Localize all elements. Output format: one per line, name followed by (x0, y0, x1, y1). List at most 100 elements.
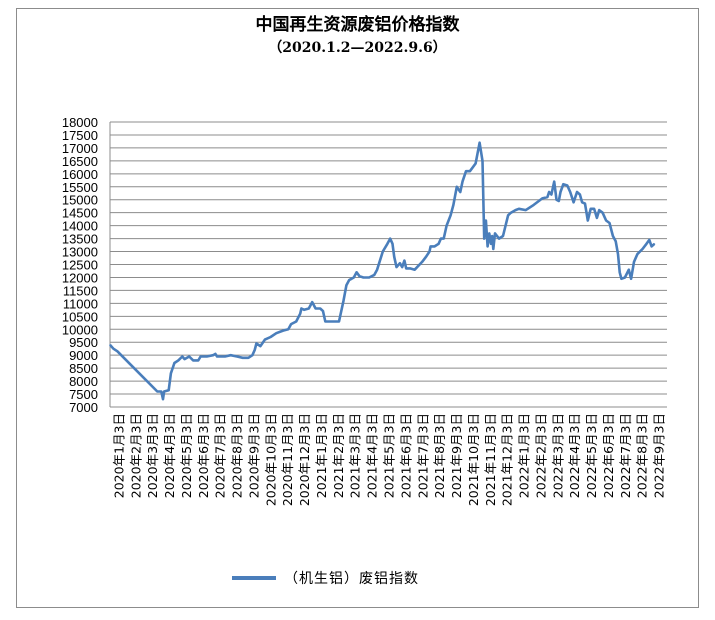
data-point (498, 238, 500, 240)
data-point (177, 359, 179, 361)
data-point (558, 200, 560, 202)
x-tick-label: 2021年11月3日 (483, 413, 498, 506)
data-point (469, 170, 471, 172)
data-point (434, 245, 436, 247)
data-point (160, 390, 162, 393)
y-tick-label: 17000 (62, 141, 98, 156)
y-tick-label: 15500 (62, 180, 98, 195)
data-point (573, 201, 575, 203)
data-point (641, 248, 644, 250)
data-point (548, 191, 550, 193)
data-point (502, 235, 504, 237)
data-point (319, 307, 321, 310)
y-tick-label: 14500 (62, 206, 98, 221)
y-tick-label: 11000 (63, 296, 98, 311)
y-tick-label: 13000 (62, 245, 98, 260)
chart-frame (16, 8, 699, 608)
chart-title: 中国再生资源废铝价格指数 (255, 15, 460, 35)
data-point (401, 266, 403, 268)
x-tick-label: 2021年10月3日 (466, 413, 481, 506)
data-point (224, 355, 226, 358)
data-point (216, 355, 218, 358)
data-point (452, 204, 454, 206)
data-point (566, 184, 568, 187)
data-point (630, 278, 632, 280)
data-point (322, 310, 324, 312)
data-point (507, 214, 509, 216)
data-point (414, 269, 416, 271)
data-point (295, 320, 297, 323)
x-tick-label: 2021年6月3日 (398, 413, 413, 498)
data-point (491, 235, 493, 237)
data-point (628, 269, 630, 271)
data-point (308, 307, 310, 310)
data-point (481, 160, 484, 162)
data-point (287, 328, 289, 330)
data-point (510, 212, 512, 214)
data-point (162, 398, 164, 400)
data-point (395, 266, 398, 268)
data-point (479, 142, 481, 144)
data-point (254, 349, 256, 351)
data-point (353, 276, 355, 279)
y-tick-label: 9500 (69, 335, 98, 350)
data-point (275, 332, 277, 334)
data-point (488, 232, 490, 234)
x-tick-label: 2022年4月3日 (567, 413, 582, 498)
data-point (514, 209, 517, 211)
data-point (581, 201, 583, 203)
y-tick-label: 16500 (62, 154, 98, 169)
data-point (579, 193, 581, 196)
data-point (475, 162, 477, 165)
data-point (602, 212, 604, 214)
y-tick-label: 9000 (69, 348, 98, 363)
data-point (386, 243, 388, 245)
data-point (112, 348, 114, 350)
x-tick-label: 2020年7月3日 (213, 413, 228, 498)
data-point (242, 357, 244, 359)
x-tick-label: 2021年4月3日 (365, 413, 380, 498)
data-point (615, 240, 617, 242)
data-point (350, 278, 353, 280)
data-point (584, 203, 586, 205)
data-point (483, 238, 485, 240)
data-point (338, 320, 340, 323)
data-point (247, 357, 249, 359)
data-point (197, 359, 199, 361)
data-point (612, 235, 614, 237)
data-point (334, 320, 337, 323)
data-point (440, 238, 442, 240)
data-point (251, 354, 253, 356)
data-point (109, 344, 111, 346)
x-tick-label: 2020年2月3日 (128, 413, 143, 498)
data-point (382, 250, 384, 253)
data-point (590, 208, 592, 210)
data-point (608, 222, 611, 224)
data-point (168, 389, 170, 391)
x-tick-label: 2022年2月3日 (533, 413, 548, 498)
data-point (562, 183, 564, 185)
data-point (315, 307, 317, 310)
data-point (633, 261, 635, 263)
data-point (192, 359, 194, 361)
data-point (116, 350, 118, 352)
data-point (619, 271, 621, 273)
x-tick-label: 2022年9月3日 (652, 413, 667, 498)
x-tick-label: 2022年1月3日 (517, 413, 532, 498)
data-point (345, 284, 347, 286)
data-point (163, 390, 165, 393)
data-point (300, 307, 302, 310)
data-point (598, 209, 600, 211)
x-tick-label: 2022年7月3日 (618, 413, 633, 498)
y-tick-label: 7000 (69, 400, 98, 415)
data-point (342, 300, 345, 302)
data-point (494, 232, 496, 234)
data-point (389, 238, 391, 240)
data-point (214, 353, 216, 355)
data-point (446, 225, 448, 227)
data-point (405, 267, 407, 269)
data-point (282, 330, 284, 332)
data-point (555, 199, 558, 201)
x-tick-label: 2021年8月3日 (432, 413, 447, 498)
